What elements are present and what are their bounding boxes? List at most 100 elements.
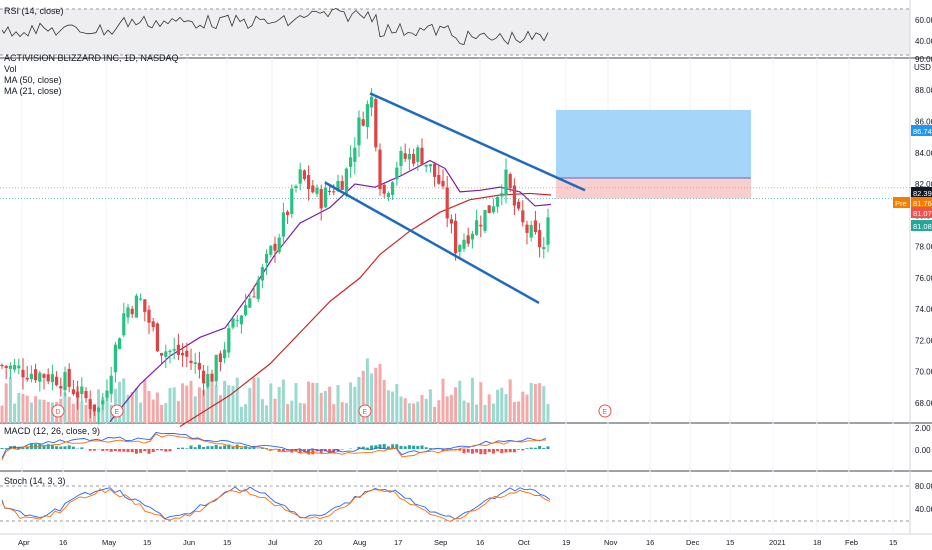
volume-bar <box>483 404 487 423</box>
legend-ma21[interactable]: MA (21, close) <box>4 86 62 96</box>
volume-bar <box>433 406 437 423</box>
candle-body <box>252 296 256 298</box>
macd-bar <box>122 449 126 452</box>
volume-bar <box>4 383 8 423</box>
macd-bar <box>59 446 63 449</box>
event-marker <box>110 404 124 418</box>
volume-bar <box>403 398 407 423</box>
macd-bar <box>302 449 306 452</box>
legend-vol[interactable]: Vol <box>4 64 17 74</box>
volume-bar <box>147 391 151 423</box>
candle-body <box>298 169 302 184</box>
macd-bar <box>151 449 155 453</box>
candle-body <box>445 187 449 219</box>
candle-body <box>202 370 206 384</box>
candle-body <box>50 374 54 383</box>
candle-body <box>294 185 298 188</box>
price-tag-bg <box>911 125 932 136</box>
candle-body <box>344 168 348 194</box>
volume-bar <box>8 377 12 423</box>
volume-bar <box>252 377 256 423</box>
volume-bar <box>218 395 222 423</box>
candle-body <box>231 318 235 328</box>
candle-body <box>428 164 432 167</box>
macd-bar <box>189 445 193 449</box>
macd-bar <box>483 449 487 455</box>
candle-body <box>315 187 319 194</box>
stoch-k-line <box>1 486 551 520</box>
volume-bar <box>80 401 84 423</box>
time-tick: 20 <box>314 538 322 547</box>
candle-body <box>273 243 277 251</box>
time-tick: Jun <box>183 538 195 547</box>
candle-body <box>323 187 327 208</box>
macd-bar <box>517 449 521 450</box>
macd-bar <box>126 449 130 453</box>
macd-bar <box>382 443 386 449</box>
price-tag-bg <box>893 197 910 208</box>
macd-bar <box>311 449 315 455</box>
volume-bar <box>470 377 474 423</box>
candle-body <box>126 307 130 318</box>
candle-body <box>185 350 189 357</box>
volume-bar <box>185 385 189 423</box>
volume-bar <box>281 379 285 423</box>
time-tick: Nov <box>604 538 618 547</box>
macd-bar <box>260 448 264 449</box>
macd-bar <box>504 449 508 453</box>
volume-bar <box>424 398 428 423</box>
volume-bar <box>315 382 319 423</box>
time-tick: 15 <box>726 538 734 547</box>
candle-body <box>365 104 369 127</box>
macd-bar <box>218 446 222 449</box>
candle-body <box>454 220 458 254</box>
candle-body <box>378 149 382 190</box>
volume-bar <box>42 399 46 423</box>
volume-bar <box>97 389 101 423</box>
macd-bar <box>185 448 189 449</box>
volume-bar <box>130 391 134 423</box>
time-tick: Feb <box>845 538 858 547</box>
volume-bar <box>445 396 449 423</box>
candle-body <box>0 364 4 367</box>
volume-bar <box>487 394 491 423</box>
volume-bar <box>118 381 122 423</box>
volume-bar <box>332 404 336 423</box>
macd-bar <box>176 447 180 449</box>
volume-bar <box>181 383 185 423</box>
volume-bar <box>67 396 71 423</box>
candle-body <box>277 237 281 253</box>
macd-bar <box>525 448 529 449</box>
volume-bar <box>336 385 340 423</box>
volume-bar <box>353 386 357 423</box>
time-tick: Oct <box>518 538 531 547</box>
macd-bar <box>206 446 210 449</box>
macd-bar <box>391 444 395 449</box>
candle-body <box>214 354 218 382</box>
stoch-d-line <box>1 488 551 523</box>
volume-bar <box>441 378 445 423</box>
stoch-label: Stoch (14, 3, 3) <box>4 476 66 486</box>
candle-body <box>538 230 542 248</box>
macd-bar <box>542 448 546 449</box>
macd-bar <box>491 449 495 454</box>
macd-bar <box>470 449 474 454</box>
price-tag-text: 81.08 <box>913 222 932 231</box>
legend-ma50[interactable]: MA (50, close) <box>4 75 62 85</box>
candle-body <box>290 188 294 215</box>
macd-bar <box>479 449 483 455</box>
volume-bar <box>412 403 416 423</box>
candle-body <box>529 224 533 238</box>
volume-bar <box>437 400 441 423</box>
candle-body <box>172 349 176 351</box>
volume-bar <box>223 380 227 423</box>
ma50-line <box>179 192 552 427</box>
macd-bar <box>197 444 201 449</box>
volume-bar <box>340 402 344 423</box>
candle-body <box>42 374 46 378</box>
macd-bar <box>231 446 235 449</box>
candle-body <box>340 181 344 190</box>
volume-bar <box>525 394 529 423</box>
price-tag <box>893 197 910 208</box>
